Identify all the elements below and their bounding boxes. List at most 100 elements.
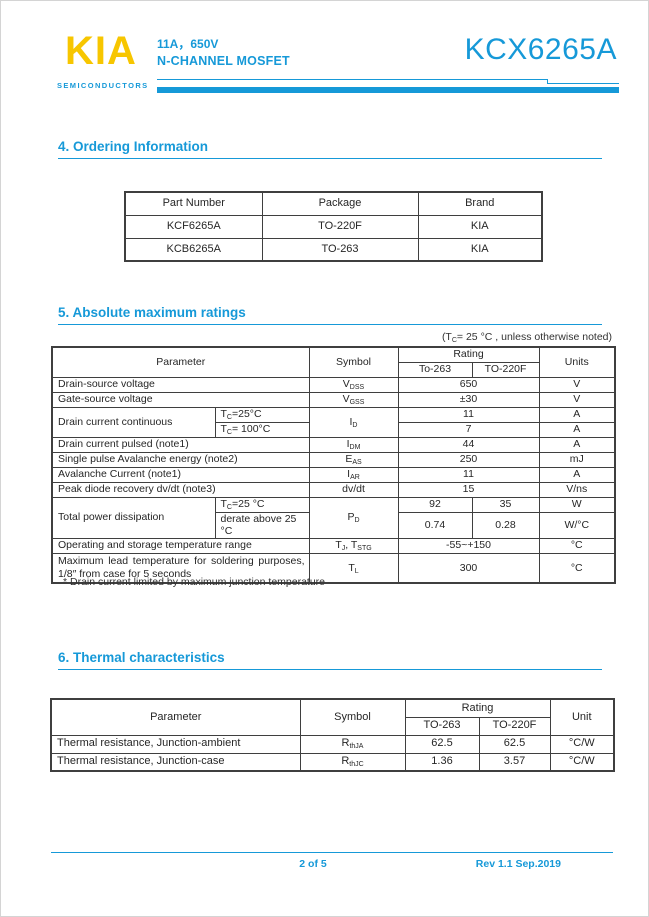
param-cell: Avalanche Current (note1) xyxy=(51,466,310,483)
part-number-cell: KCF6265A xyxy=(124,214,263,239)
value-cell: 0.28 xyxy=(471,511,540,539)
device-rating: 11A，650V xyxy=(157,37,219,51)
unit-cell: V/ns xyxy=(538,481,616,498)
value-cell: 92 xyxy=(397,496,473,513)
param-cell: Thermal resistance, Junction-ambient xyxy=(50,734,301,754)
package-cell: TO-220F xyxy=(261,214,419,239)
col-header-to263: To-263 xyxy=(397,361,473,378)
col-header-part-number: Part Number xyxy=(124,191,263,216)
table-row: Total power dissipation TC=25 °C PD 92 3… xyxy=(51,496,616,539)
table-header-row: Part Number Package Brand xyxy=(124,191,543,216)
table-row: derate above 25 °C 0.74 0.28 W/°C xyxy=(52,511,616,539)
header-rule-join xyxy=(547,79,548,84)
col-header-parameter: Parameter xyxy=(51,346,310,378)
param-cell: Total power dissipation xyxy=(51,496,216,539)
section-rule-ordering xyxy=(58,158,602,159)
kia-logo-subtext: SEMICONDUCTORS xyxy=(57,81,149,90)
col-header-symbol: Symbol xyxy=(299,698,406,736)
unit-cell: mJ xyxy=(538,451,616,468)
package-cell: TO-263 xyxy=(261,237,419,262)
param-cell: Drain-source voltage xyxy=(51,376,310,393)
symbol-cell: IDM xyxy=(308,436,399,453)
value-cell: 11 xyxy=(397,406,540,423)
brand-cell: KIA xyxy=(417,214,543,239)
table-row: Maximum lead temperature for soldering p… xyxy=(51,552,616,584)
value-cell: 300 xyxy=(397,552,540,584)
unit-cell: A xyxy=(538,421,616,438)
col-header-package: Package xyxy=(261,191,419,216)
unit-cell: W/°C xyxy=(538,511,616,539)
table-row: KCB6265A TO-263 KIA xyxy=(124,237,543,262)
table-header-row: Parameter Symbol Rating Unit xyxy=(50,698,615,736)
param-cell: Peak diode recovery dv/dt (note3) xyxy=(51,481,310,498)
table-row: Peak diode recovery dv/dt (note3) dv/dt … xyxy=(51,481,616,498)
value-cell: ±30 xyxy=(397,391,540,408)
table-row: Operating and storage temperature range … xyxy=(51,537,616,554)
value-cell: 44 xyxy=(397,436,540,453)
col-header-rating: Rating xyxy=(397,346,540,363)
unit-cell: °C/W xyxy=(549,752,615,772)
condition-cell: TC= 100°C xyxy=(214,421,310,438)
device-summary: 11A，650V N-CHANNEL MOSFET xyxy=(157,36,290,70)
header-rule xyxy=(157,79,547,80)
table-row: Drain current pulsed (note1) IDM 44 A xyxy=(51,436,616,453)
table-row: TC= 100°C 7 A xyxy=(52,421,616,438)
symbol-cell: ID xyxy=(308,406,399,438)
symbol-cell: TL xyxy=(308,552,399,584)
table-row: Drain-source voltage VDSS 650 V xyxy=(51,376,616,393)
condition-cell: TC=25°C xyxy=(214,406,310,423)
unit-cell: A xyxy=(538,466,616,483)
section-title-thermal: 6. Thermal characteristics xyxy=(58,650,225,665)
param-cell: Drain current continuous xyxy=(51,406,216,438)
col-header-to220f: TO-220F xyxy=(478,716,551,736)
symbol-cell: TJ, TSTG xyxy=(308,537,399,554)
param-cell: Maximum lead temperature for soldering p… xyxy=(51,552,310,584)
page-number: 2 of 5 xyxy=(299,858,327,870)
part-number-title: KCX6265A xyxy=(464,33,617,66)
col-header-to220f: TO-220F xyxy=(471,361,540,378)
symbol-cell: PD xyxy=(308,496,399,539)
col-header-brand: Brand xyxy=(417,191,543,216)
value-cell: 3.57 xyxy=(478,752,551,772)
col-header-parameter: Parameter xyxy=(50,698,301,736)
section-rule-thermal xyxy=(58,669,602,670)
table-header-row: Parameter Symbol Rating Units xyxy=(51,346,616,378)
brand-cell: KIA xyxy=(417,237,543,262)
unit-cell: A xyxy=(538,406,616,423)
param-cell: Drain current pulsed (note1) xyxy=(51,436,310,453)
abs-max-footnote: * Drain current limited by maximum junct… xyxy=(63,576,326,588)
unit-cell: W xyxy=(538,496,616,513)
kia-logo: KIA xyxy=(65,29,137,73)
unit-cell: °C xyxy=(538,537,616,554)
value-cell: 15 xyxy=(397,481,540,498)
section-rule-abs-max xyxy=(58,324,602,325)
symbol-cell: RthJA xyxy=(299,734,406,754)
col-header-unit: Unit xyxy=(549,698,615,736)
value-cell: 1.36 xyxy=(404,752,480,772)
section-title-abs-max: 5. Absolute maximum ratings xyxy=(58,305,246,320)
table-row: KCF6265A TO-220F KIA xyxy=(124,214,543,239)
symbol-cell: VGSS xyxy=(308,391,399,408)
col-header-rating: Rating xyxy=(404,698,551,718)
table-row: Thermal resistance, Junction-ambient Rth… xyxy=(50,734,615,754)
table-row: Drain current continuous TC=25°C ID 11 A xyxy=(51,406,616,438)
footer-rule xyxy=(51,852,613,853)
symbol-cell: RthJC xyxy=(299,752,406,772)
value-cell: 35 xyxy=(471,496,540,513)
value-cell: -55~+150 xyxy=(397,537,540,554)
value-cell: 650 xyxy=(397,376,540,393)
symbol-cell: dv/dt xyxy=(308,481,399,498)
ordering-table: Part Number Package Brand KCF6265A TO-22… xyxy=(124,191,543,262)
header-rule-right xyxy=(547,83,619,84)
unit-cell: A xyxy=(538,436,616,453)
section-title-ordering: 4. Ordering Information xyxy=(58,139,209,154)
table-row: Thermal resistance, Junction-case RthJC … xyxy=(50,752,615,772)
table-subheader-row: TO-263 TO-220F xyxy=(51,716,614,736)
header-bar xyxy=(157,87,619,93)
revision-label: Rev 1.1 Sep.2019 xyxy=(475,858,561,870)
table-row: Gate-source voltage VGSS ±30 V xyxy=(51,391,616,408)
unit-cell: °C xyxy=(538,552,616,584)
condition-note: (TC= 25 °C , unless otherwise noted) xyxy=(441,331,612,344)
col-header-units: Units xyxy=(538,346,616,378)
